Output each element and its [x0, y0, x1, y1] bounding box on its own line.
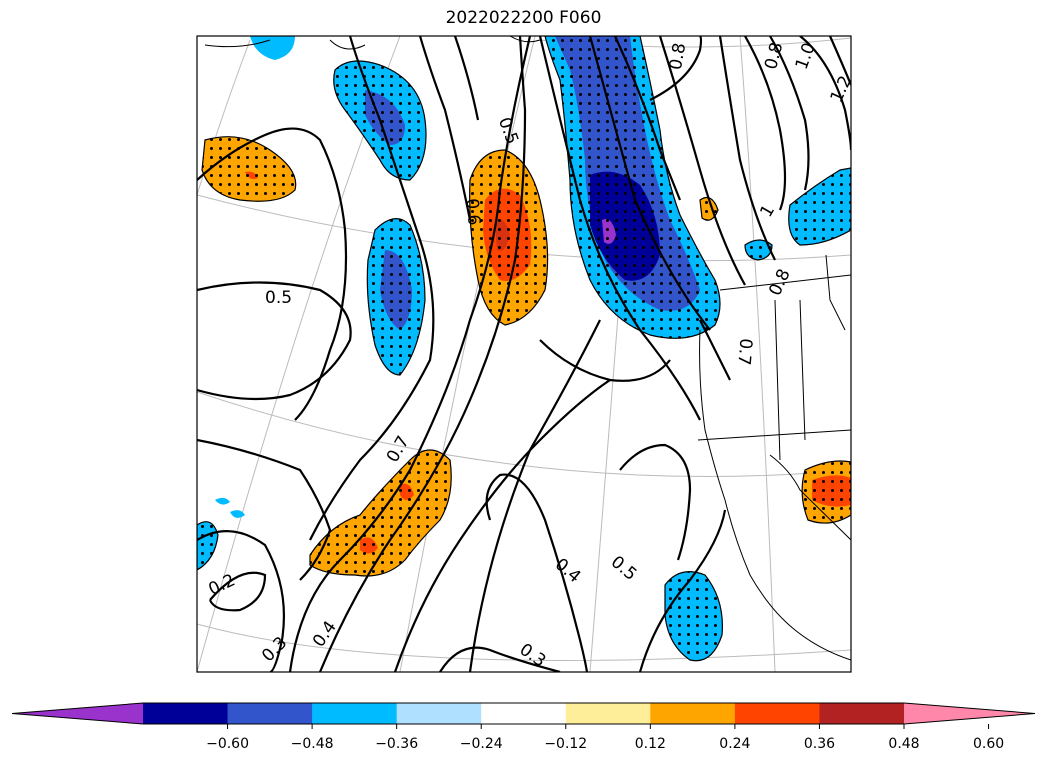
colorbar-segment	[396, 703, 482, 724]
map-frame	[196, 35, 852, 673]
contour-label: 0.7	[733, 337, 755, 366]
colorbar-tick-label: 0.48	[888, 736, 919, 752]
colorbar-segment	[565, 703, 651, 724]
contour-label: 0.8	[666, 41, 690, 71]
colorbar-tick-label: −0.12	[544, 736, 587, 752]
colorbar-tick-label: 0.24	[719, 736, 750, 752]
neg-region-10	[230, 510, 245, 518]
neg-region-8	[250, 36, 295, 60]
figure-title: 2022022200 F060	[445, 8, 602, 28]
colorbar-tick-label: 0.60	[973, 736, 1004, 752]
colorbar-tick-label: 0.12	[635, 736, 666, 752]
colorbar-tick-label: −0.36	[375, 736, 418, 752]
contour-lines	[197, 36, 851, 672]
colorbar-segment	[227, 703, 313, 724]
colorbar-tick-label: −0.24	[460, 736, 503, 752]
contour-label: 0.6	[461, 198, 483, 227]
colorbar-segment	[819, 703, 905, 724]
colorbar-tick-label: 0.36	[804, 736, 835, 752]
colorbar-outline	[11, 702, 1036, 725]
colorbar-extend-min	[12, 703, 143, 724]
contour-label: 0.5	[265, 288, 292, 308]
map-panel: 0.5 0.5 0.6 0.7 0.8 0.8 1.0 1.2 1 0.8 0.…	[196, 35, 856, 673]
coastlines	[204, 36, 851, 661]
colorbar-segment	[312, 703, 398, 724]
neg-region-9	[215, 497, 230, 505]
colorbar-segment	[481, 703, 567, 724]
colorbar-segment	[650, 703, 736, 724]
colorbar-segment	[143, 703, 229, 724]
colorbar-tick-label: −0.60	[206, 736, 249, 752]
colorbar-segment	[734, 703, 820, 724]
colorbar-tick-label: −0.48	[291, 736, 334, 752]
colorbar-extend-max	[904, 703, 1035, 724]
